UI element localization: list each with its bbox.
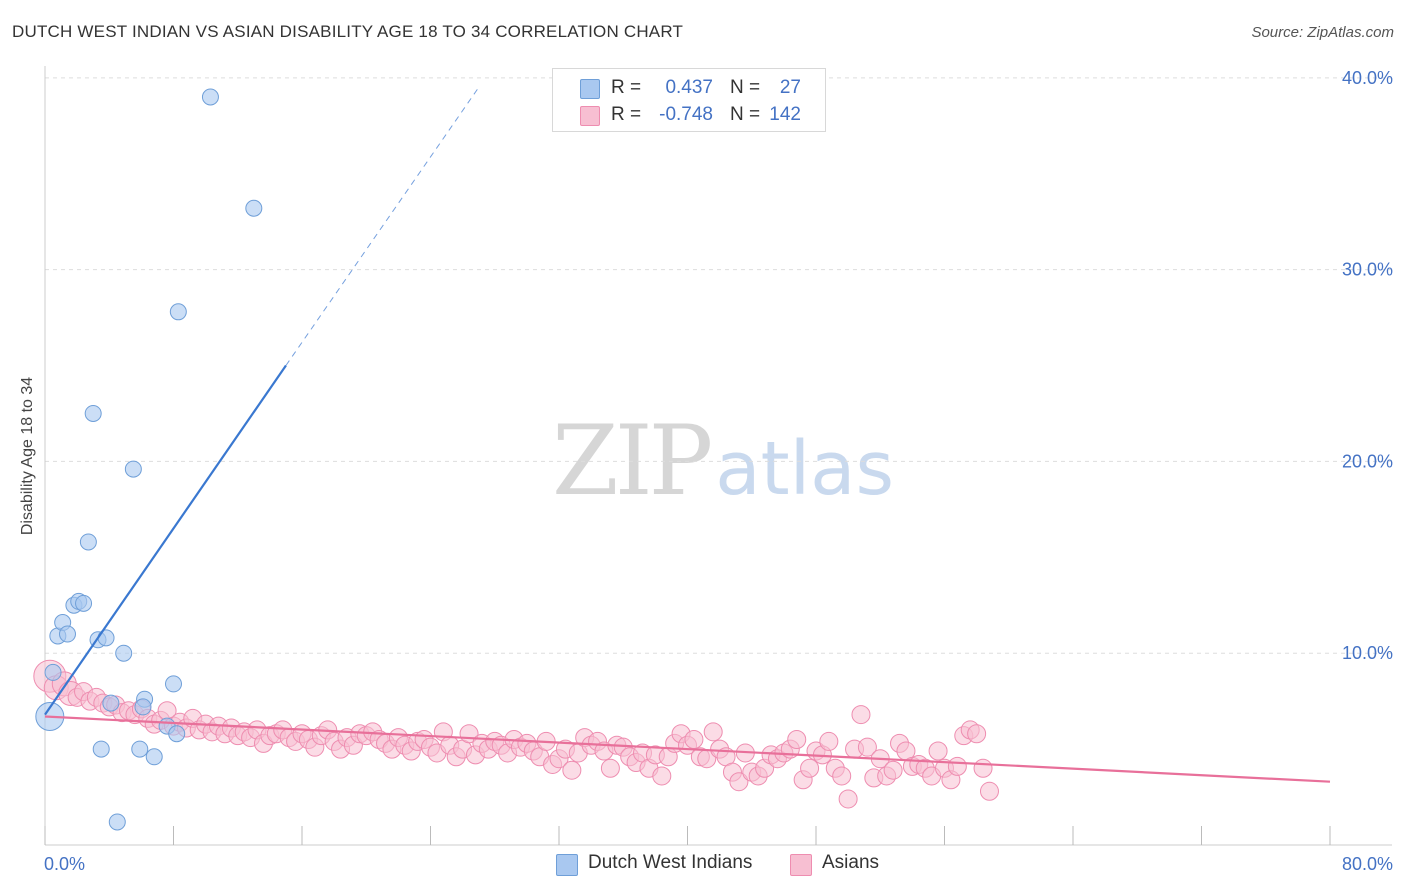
legend-label: Dutch West Indians (588, 852, 753, 873)
r-value: 0.437 (665, 77, 713, 98)
trend-lines (44, 87, 1331, 783)
correlation-legend: R = 0.437 N = 27 R = -0.748 N = 142 (552, 68, 826, 132)
n-value: 142 (769, 104, 801, 125)
asian-point (838, 789, 858, 809)
dutch-west-indians-points (35, 88, 263, 831)
dutch-west-indian-point (92, 740, 110, 758)
dutch-west-indian-point (201, 88, 219, 106)
chart-title: DUTCH WEST INDIAN VS ASIAN DISABILITY AG… (12, 22, 684, 41)
dutch-west-indian-point (168, 725, 186, 743)
y-tick-label: 20.0% (1342, 451, 1393, 471)
dutch-west-indian-point (44, 663, 62, 681)
dutch-west-indian-point (97, 629, 115, 647)
dutch-west-indian-point (75, 594, 93, 612)
asian-point (857, 737, 877, 757)
dutch-west-indian-point (115, 644, 133, 662)
asian-point (652, 766, 672, 786)
asian-point (729, 772, 749, 792)
n-label: N = (730, 77, 761, 98)
asian-point (851, 705, 871, 725)
dutch-west-indian-point (169, 303, 187, 321)
asian-point (967, 724, 987, 744)
y-tick-label: 10.0% (1342, 643, 1393, 663)
asians-points (33, 659, 999, 809)
n-label: N = (730, 104, 761, 125)
watermark: ZIPatlas (552, 405, 894, 517)
dutch-west-indians-trend-line (44, 364, 287, 716)
asian-point (883, 760, 903, 780)
watermark-atlas: atlas (715, 426, 895, 512)
asian-point (832, 766, 852, 786)
dutch-west-indians-trend-extension (285, 87, 480, 366)
asian-point (800, 758, 820, 778)
pink-swatch (580, 106, 600, 126)
blue-swatch (556, 854, 578, 876)
asian-point (979, 781, 999, 801)
dutch-west-indian-point (124, 460, 142, 478)
x-tick-label: 0.0% (44, 854, 85, 874)
dutch-west-indian-point (145, 748, 163, 766)
dutch-west-indian-point (245, 199, 263, 217)
dutch-west-indian-point (134, 698, 152, 716)
asian-point (819, 731, 839, 751)
pink-swatch (790, 854, 812, 876)
asians-trend-line (44, 715, 1331, 783)
asian-point (928, 741, 948, 761)
asian-point (562, 760, 582, 780)
blue-swatch (580, 79, 600, 99)
r-value: -0.748 (659, 104, 713, 125)
asian-point (703, 722, 723, 742)
r-label: R = (611, 77, 642, 98)
dutch-west-indian-point (165, 675, 182, 693)
dutch-west-indian-point (102, 694, 120, 712)
dutch-west-indian-point (84, 404, 102, 422)
asian-point (787, 730, 807, 750)
y-tick-label: 40.0% (1342, 68, 1393, 88)
dutch-west-indian-point (131, 740, 149, 758)
asian-point (947, 756, 967, 776)
grid-lines (45, 77, 1392, 654)
legend-row-asians: R = -0.748 N = 142 (553, 102, 823, 128)
legend-row-dutch-west-indians: R = 0.437 N = 27 (553, 75, 823, 101)
dutch-west-indian-point (58, 625, 76, 643)
dutch-west-indian-point (79, 533, 97, 551)
n-value: 27 (779, 77, 801, 98)
dutch-west-indian-point (108, 813, 126, 831)
x-tick-label: 80.0% (1342, 854, 1393, 874)
source-label: Source: ZipAtlas.com (1251, 24, 1394, 41)
asian-point (684, 730, 704, 750)
asian-point (600, 758, 620, 778)
legend-label: Asians (822, 852, 880, 873)
r-label: R = (611, 104, 642, 125)
tick-labels: 10.0% 20.0% 30.0% 40.0% 0.0% 80.0% (44, 68, 1393, 874)
asian-point (973, 758, 993, 778)
y-tick-label: 30.0% (1342, 260, 1393, 280)
